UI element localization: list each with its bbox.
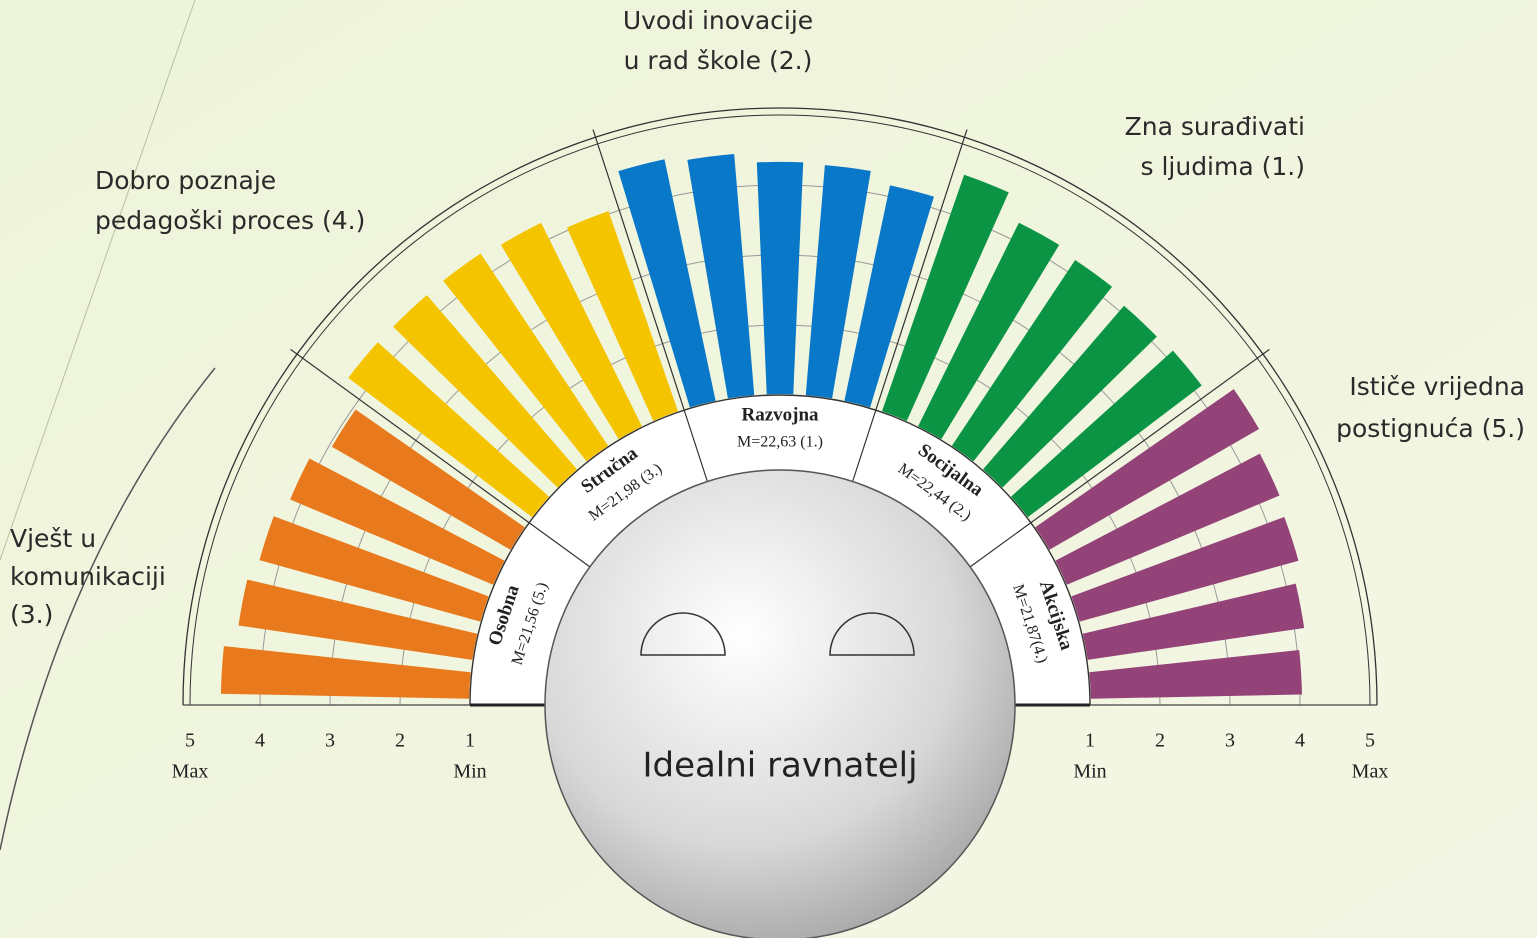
sector-label: u rad škole (2.) [624,46,813,75]
sector-label: postignuća (5.) [1336,414,1525,443]
r-tick-label: 4 [1295,730,1305,752]
r-tick-label: 1 [1085,730,1095,752]
face [545,470,1015,938]
sector-label: pedagoški proces (4.) [95,206,365,235]
sector-label: Ističe vrijedna [1349,372,1525,401]
sector-label: s ljudima (1.) [1140,152,1305,181]
max-label: Max [1352,761,1389,783]
r-tick-label: 2 [395,730,405,752]
sector-label: (3.) [10,600,53,629]
mean-label: M=22,63 (1.) [737,434,823,451]
sector-label: Dobro poznaje [95,166,276,195]
r-tick-label: 2 [1155,730,1165,752]
category-label: Razvojna [741,404,819,425]
r-tick-label: 3 [325,730,335,752]
sector-label: komunikaciji [10,562,166,591]
max-label: Max [172,761,209,783]
chart: OsobnaM=21,56 (5.)StručnaM=21,98 (3.)Raz… [0,0,1537,938]
sector-label: Vješt u [10,524,96,553]
r-tick-label: 5 [1365,730,1375,752]
r-tick-label: 4 [255,730,265,752]
r-tick-label: 1 [465,730,475,752]
min-label: Min [453,761,486,783]
sector-label: Zna surađivati [1125,112,1305,141]
chart-title: Idealni ravnatelj [642,746,917,786]
r-tick-label: 3 [1225,730,1235,752]
r-tick-label: 5 [185,730,195,752]
min-label: Min [1073,761,1106,783]
sector-label: Uvodi inovacije [623,6,813,35]
